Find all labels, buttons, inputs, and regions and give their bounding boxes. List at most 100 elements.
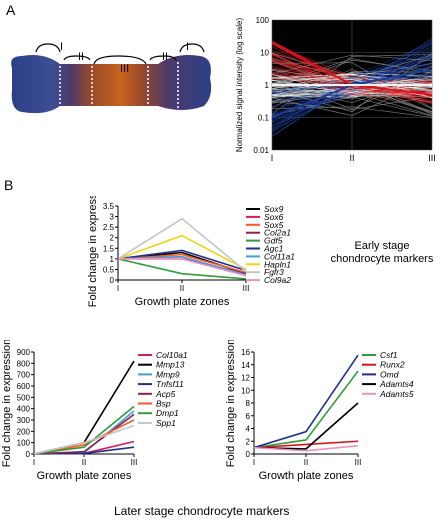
y-tick-label: 1 xyxy=(110,255,115,264)
series-line xyxy=(117,258,247,280)
series-line xyxy=(253,444,359,452)
y-tick-label: 0 xyxy=(110,276,115,285)
panel-a-letter: A xyxy=(6,2,16,18)
profile-line xyxy=(271,95,433,110)
profile-line xyxy=(271,43,433,99)
legend-label: Col9a2 xyxy=(264,275,291,285)
profile-line xyxy=(271,71,433,96)
y-tick-label: 10 xyxy=(241,386,250,395)
legend-label: Dmp1 xyxy=(156,408,179,418)
x-axis-label: Growth plate zones xyxy=(135,296,230,308)
profile-line xyxy=(271,106,433,118)
series-line xyxy=(253,354,359,449)
series-line xyxy=(117,234,247,271)
y-tick-label: 12 xyxy=(241,374,250,383)
y-tick-label: 0.5 xyxy=(103,265,115,274)
legend-label: Mmp13 xyxy=(156,360,185,370)
y-tick-label: 100 xyxy=(256,16,270,25)
legend-label: Sox6 xyxy=(264,212,284,222)
legend-label: Sox5 xyxy=(264,220,284,230)
profile-line xyxy=(271,54,433,75)
y-tick-label: 0.1 xyxy=(258,114,270,123)
x-tick-label: II xyxy=(304,458,308,467)
series-line xyxy=(117,249,247,272)
y-axis-label: Fold change in expression xyxy=(87,196,99,307)
bone-zone-label: I xyxy=(186,41,189,53)
series-line xyxy=(33,413,135,455)
y-tick-label: 800 xyxy=(17,359,31,368)
side-label: Early stage xyxy=(354,240,409,252)
x-tick-label: III xyxy=(243,284,250,293)
legend-label: Col2a1 xyxy=(264,228,291,238)
y-axis-label: Fold change in expression xyxy=(225,340,237,467)
x-tick-label: I xyxy=(271,153,274,163)
y-tick-label: 500 xyxy=(17,393,31,402)
profile-line xyxy=(271,86,433,97)
legend-label: Col11a1 xyxy=(264,251,295,261)
legend-label: Runx2 xyxy=(380,360,405,370)
series-line xyxy=(253,370,359,449)
x-tick-label: II xyxy=(82,458,86,467)
y-tick-label: 2 xyxy=(110,234,115,243)
y-tick-label: 0 xyxy=(246,450,251,459)
panel-b-letter: B xyxy=(4,177,14,193)
profile-line xyxy=(271,71,433,110)
y-axis-label: Fold change in expression xyxy=(1,340,13,467)
y-tick-label: 300 xyxy=(17,416,31,425)
y-tick-label: 700 xyxy=(17,371,31,380)
series-line xyxy=(117,217,247,273)
y-tick-label: 600 xyxy=(17,382,31,391)
x-tick-label: III xyxy=(428,153,436,163)
x-tick-label: II xyxy=(180,284,184,293)
legend-label: Fgfr3 xyxy=(264,267,284,277)
y-tick-label: 3 xyxy=(110,213,115,222)
legend-label: Sox9 xyxy=(264,204,284,214)
legend-label: Gdf5 xyxy=(264,236,283,246)
legend-label: Agc1 xyxy=(263,244,284,254)
series-line xyxy=(118,258,247,277)
profile-line xyxy=(271,73,433,83)
series-line xyxy=(33,360,135,455)
y-axis-label: Normalized signal intensity (log scale) xyxy=(235,18,244,153)
x-tick-label: I xyxy=(33,458,35,467)
y-tick-label: 3.5 xyxy=(103,202,115,211)
early-markers-chart: 00.511.522.533.5I II IIISox9Sox6Sox5Col2a1… xyxy=(87,196,434,308)
y-tick-label: 200 xyxy=(17,427,31,436)
y-tick-label: 0.01 xyxy=(253,146,269,155)
later-stage-title: Later stage chondrocyte markers xyxy=(114,504,290,518)
legend-label: Spp1 xyxy=(156,418,176,428)
y-tick-label: 2 xyxy=(246,437,251,446)
x-tick-label: III xyxy=(355,458,362,467)
profile-line xyxy=(271,76,433,138)
legend-label: Col10a1 xyxy=(156,350,188,360)
legend-label: Adamts4 xyxy=(379,379,414,389)
x-tick-label: I xyxy=(117,284,119,293)
y-tick-label: 900 xyxy=(17,348,31,357)
y-tick-label: 1 xyxy=(265,81,270,90)
series-line xyxy=(33,405,135,455)
series-line xyxy=(33,424,135,455)
y-tick-label: 0 xyxy=(26,450,31,459)
profile-line xyxy=(271,74,433,95)
x-tick-label: II xyxy=(349,153,354,163)
y-tick-label: 16 xyxy=(241,348,250,357)
y-tick-label: 6 xyxy=(246,412,251,421)
y-tick-label: 1.5 xyxy=(103,244,115,253)
profile-line xyxy=(271,65,433,104)
x-axis-label: Growth plate zones xyxy=(259,470,354,482)
bone-zone-label: III xyxy=(120,63,129,75)
legend-label: Bsp xyxy=(156,399,171,409)
legend-label: Hapln1 xyxy=(264,259,291,269)
bone-image: I II III II I xyxy=(11,41,212,114)
legend-label: Csf1 xyxy=(380,350,398,360)
profile-line xyxy=(271,77,433,114)
bone-zone-label: II xyxy=(78,51,84,63)
series-line xyxy=(253,440,359,449)
y-tick-label: 8 xyxy=(246,399,251,408)
profile-line xyxy=(271,47,433,93)
legend-label: Tnfsf11 xyxy=(156,379,184,389)
legend-label: Adamts5 xyxy=(379,389,414,399)
